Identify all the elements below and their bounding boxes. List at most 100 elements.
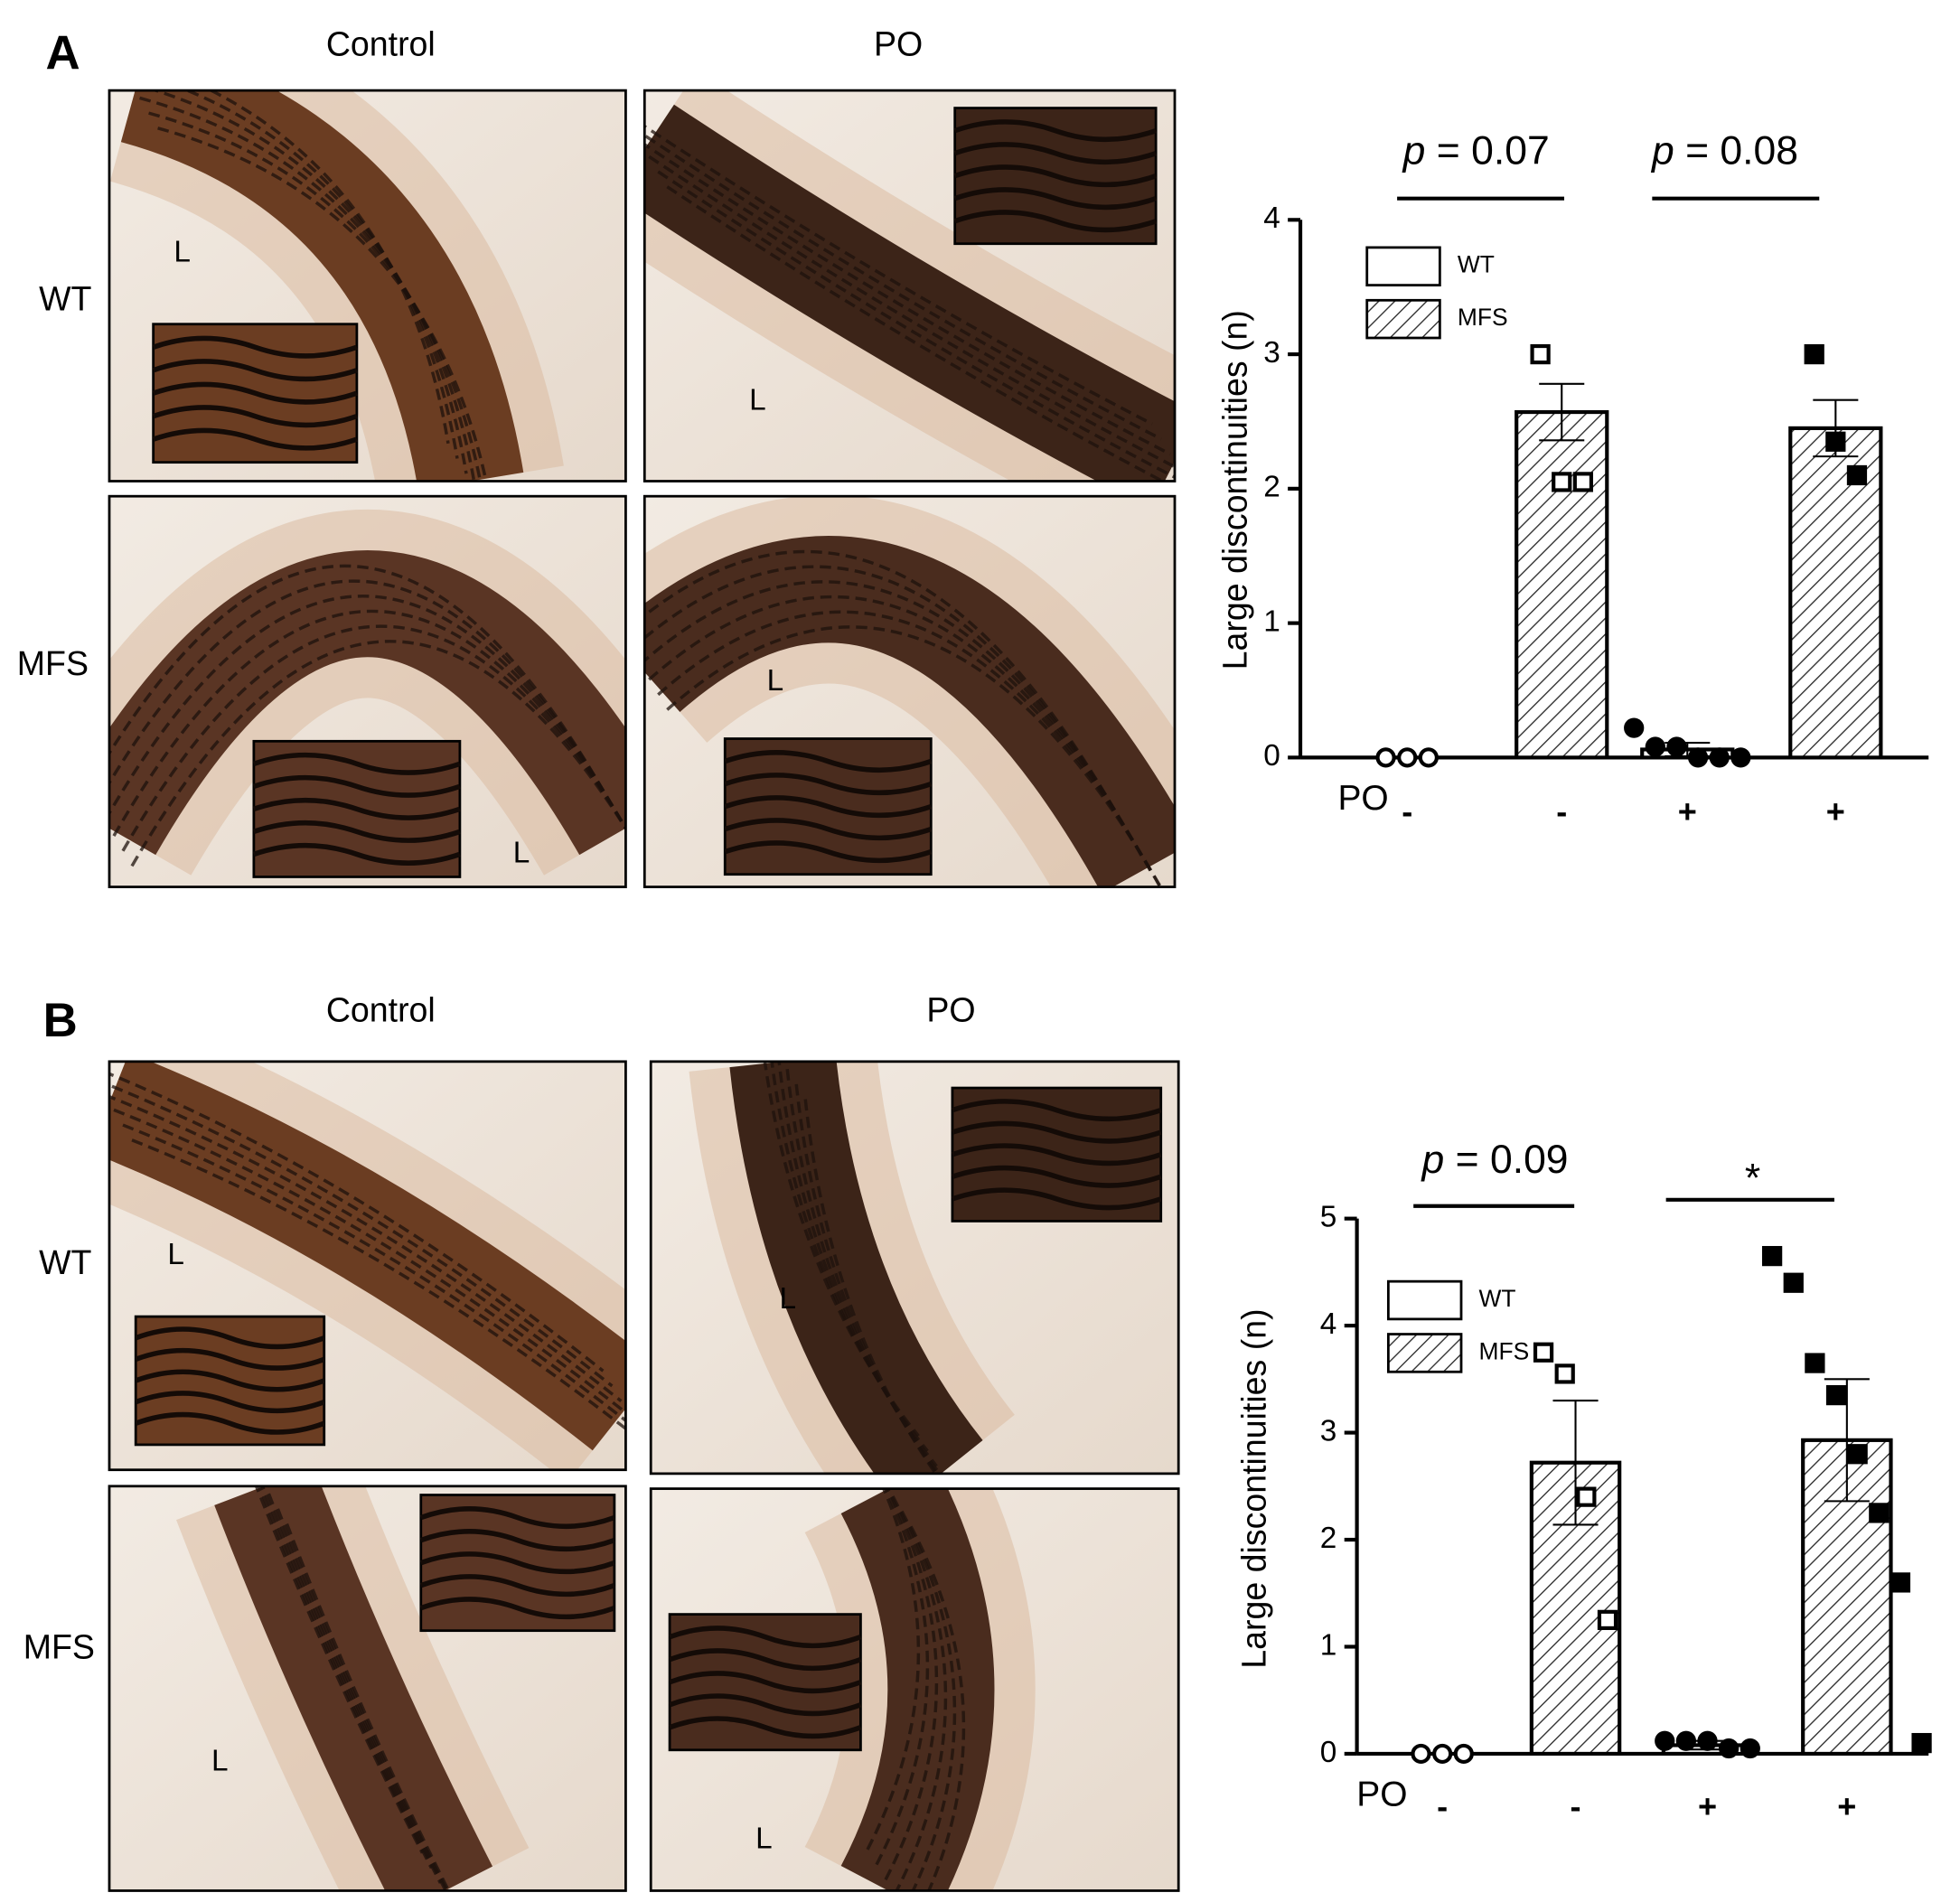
elastic-lamina bbox=[882, 1488, 939, 1884]
significance-label: p = 0.07 bbox=[1402, 128, 1550, 173]
data-point bbox=[1666, 736, 1687, 757]
y-tick-label: 0 bbox=[1320, 1736, 1337, 1769]
row-label: WT bbox=[39, 1243, 91, 1281]
micrograph-border bbox=[642, 494, 1177, 888]
lumen-label: L bbox=[513, 836, 530, 869]
micrograph-content bbox=[108, 90, 626, 482]
data-point bbox=[1847, 1444, 1868, 1465]
micrograph-border bbox=[108, 1485, 627, 1892]
y-axis-label: Large discontinuities (n) bbox=[1234, 1308, 1272, 1668]
significance-label: p = 0.09 bbox=[1421, 1138, 1569, 1182]
inset-lamina bbox=[952, 1099, 1162, 1122]
elastic-lamina bbox=[657, 610, 1162, 887]
significance-label: p = 0.08 bbox=[1650, 128, 1798, 173]
elastic-lamina bbox=[666, 185, 1167, 482]
data-point bbox=[1846, 464, 1868, 486]
legend-label: MFS bbox=[1478, 1337, 1529, 1364]
p-symbol: p bbox=[1650, 128, 1674, 173]
elastic-lamina bbox=[644, 580, 1146, 861]
inset-lamina bbox=[952, 1187, 1162, 1211]
data-point bbox=[1576, 1486, 1597, 1507]
p-value: = 0.08 bbox=[1674, 128, 1798, 173]
elastic-lamina bbox=[150, 90, 468, 474]
legend-label: MFS bbox=[1458, 304, 1508, 331]
data-point bbox=[1697, 1730, 1718, 1751]
inset-lamina bbox=[953, 187, 1158, 211]
inset-lamina bbox=[724, 750, 933, 773]
inset-lamina bbox=[419, 1574, 615, 1597]
elastic-lamina bbox=[657, 170, 1176, 480]
elastic-lamina bbox=[644, 565, 1137, 846]
data-point bbox=[1719, 1738, 1740, 1759]
data-point bbox=[1805, 1353, 1825, 1373]
inset-lamina bbox=[135, 1369, 325, 1392]
data-point bbox=[1730, 747, 1751, 768]
bar bbox=[1788, 426, 1883, 760]
elastic-lamina bbox=[285, 1523, 451, 1891]
y-tick-label: 2 bbox=[1263, 471, 1280, 504]
y-tick-label: 1 bbox=[1263, 604, 1280, 638]
data-point bbox=[1761, 1245, 1783, 1267]
micrograph-border bbox=[649, 1060, 1180, 1476]
data-point bbox=[1687, 747, 1709, 768]
elastic-lamina bbox=[207, 90, 450, 445]
data-point bbox=[1645, 736, 1665, 757]
x-axis-label: PO bbox=[1356, 1775, 1407, 1813]
elastic-lamina bbox=[260, 1485, 442, 1884]
lumen-label: L bbox=[749, 384, 766, 417]
micrograph: L bbox=[642, 494, 1177, 888]
p-symbol: p bbox=[1421, 1138, 1445, 1182]
elastic-lamina bbox=[112, 609, 626, 837]
inset-lamina bbox=[724, 840, 933, 864]
micrograph: L bbox=[108, 1485, 627, 1892]
lumen-label: L bbox=[755, 1822, 773, 1856]
elastic-lamina bbox=[267, 1493, 448, 1891]
data-point bbox=[1675, 1730, 1697, 1751]
micrograph-content bbox=[644, 90, 1176, 482]
y-tick-label: 5 bbox=[1320, 1200, 1337, 1233]
inset-lamina bbox=[135, 1411, 325, 1435]
row-label: MFS bbox=[17, 644, 89, 682]
data-point bbox=[1890, 1572, 1911, 1593]
p-symbol: p bbox=[1402, 128, 1426, 173]
x-tick-label: - bbox=[1556, 792, 1567, 829]
elastic-lamina bbox=[648, 595, 1155, 876]
p-value: = 0.07 bbox=[1425, 128, 1549, 173]
data-point bbox=[1418, 747, 1439, 768]
inset-lamina bbox=[953, 210, 1158, 233]
inset-lamina bbox=[953, 119, 1158, 143]
data-point bbox=[1804, 343, 1824, 365]
elastic-lamina bbox=[121, 624, 626, 852]
data-point bbox=[1375, 747, 1396, 768]
data-point bbox=[1825, 1384, 1847, 1406]
elastic-lamina bbox=[644, 142, 1171, 456]
inset-lamina bbox=[953, 164, 1158, 188]
bar bbox=[1515, 409, 1609, 760]
inset-lamina bbox=[669, 1716, 862, 1739]
y-tick-label: 2 bbox=[1320, 1522, 1337, 1555]
inset-lamina bbox=[252, 820, 461, 843]
elastic-lamina bbox=[157, 126, 488, 482]
elastic-lamina bbox=[108, 1072, 605, 1373]
column-header: PO bbox=[874, 24, 923, 62]
inset-lamina bbox=[252, 797, 461, 820]
micrograph: L bbox=[649, 1060, 1180, 1476]
micrograph: L bbox=[642, 89, 1177, 483]
micrograph-border bbox=[649, 1487, 1180, 1892]
elastic-lamina bbox=[873, 1488, 930, 1869]
x-axis-label: PO bbox=[1337, 779, 1388, 818]
data-point bbox=[1869, 1503, 1890, 1523]
lumen-label: L bbox=[167, 1238, 184, 1271]
inset-lamina bbox=[724, 773, 933, 796]
elastic-lamina bbox=[254, 1485, 424, 1854]
legend-swatch bbox=[1386, 1279, 1463, 1321]
inset-lamina bbox=[669, 1626, 862, 1649]
elastic-lamina bbox=[108, 1083, 614, 1388]
elastic-lamina bbox=[803, 1099, 938, 1474]
elastic-lamina bbox=[108, 1094, 623, 1402]
micrograph-border bbox=[108, 494, 627, 888]
micrograph: L bbox=[108, 1060, 627, 1472]
data-point bbox=[1397, 747, 1418, 768]
